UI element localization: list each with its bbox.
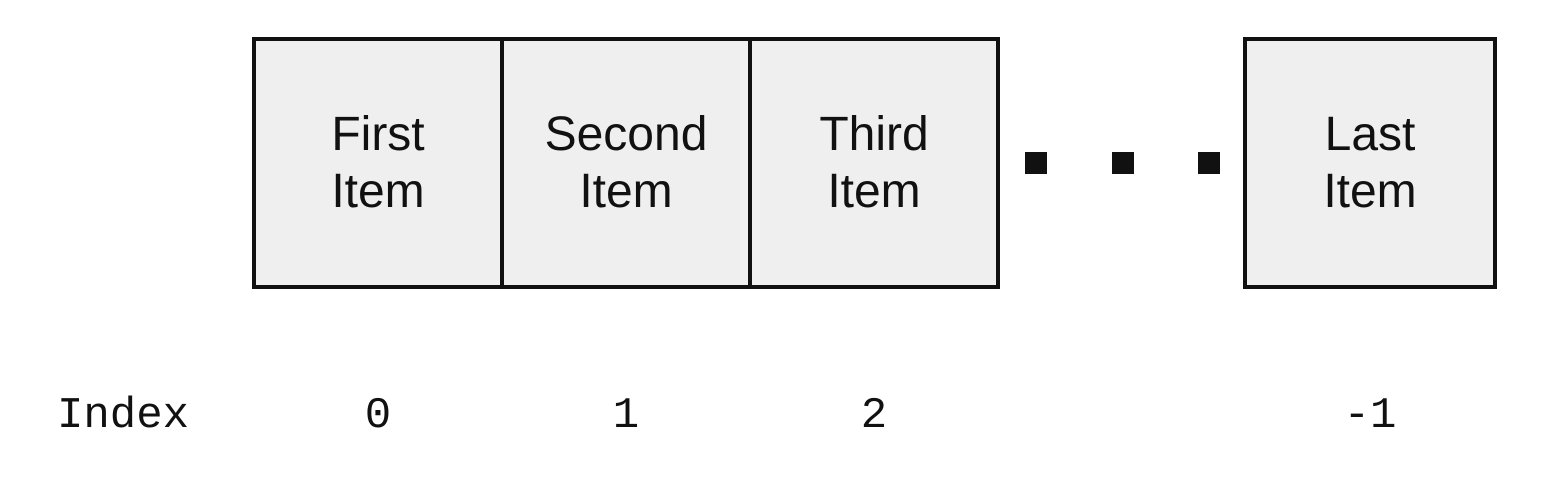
cell-label: Second Item bbox=[544, 108, 708, 218]
list-cell-second: Second Item bbox=[500, 37, 752, 289]
cell-label: Last Item bbox=[1323, 108, 1417, 218]
index-row-caption: Index bbox=[57, 391, 190, 441]
list-cell-first: First Item bbox=[252, 37, 504, 289]
index-value-first: 0 bbox=[364, 391, 392, 441]
ellipsis-dot-icon bbox=[1112, 152, 1134, 174]
index-value-second: 1 bbox=[612, 391, 640, 441]
cell-label: Third Item bbox=[819, 108, 929, 218]
ellipsis-dot-icon bbox=[1025, 152, 1047, 174]
cell-label: First Item bbox=[331, 108, 425, 218]
index-value-last: -1 bbox=[1343, 391, 1397, 441]
ellipsis-dot-icon bbox=[1198, 152, 1220, 174]
list-cell-last: Last Item bbox=[1243, 37, 1497, 289]
index-value-third: 2 bbox=[860, 391, 888, 441]
list-cell-third: Third Item bbox=[748, 37, 1000, 289]
